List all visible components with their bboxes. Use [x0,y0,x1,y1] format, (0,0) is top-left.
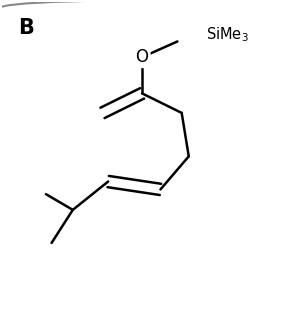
Text: SiMe$_3$: SiMe$_3$ [206,26,249,44]
Text: B: B [18,18,34,38]
Text: O: O [135,48,149,66]
